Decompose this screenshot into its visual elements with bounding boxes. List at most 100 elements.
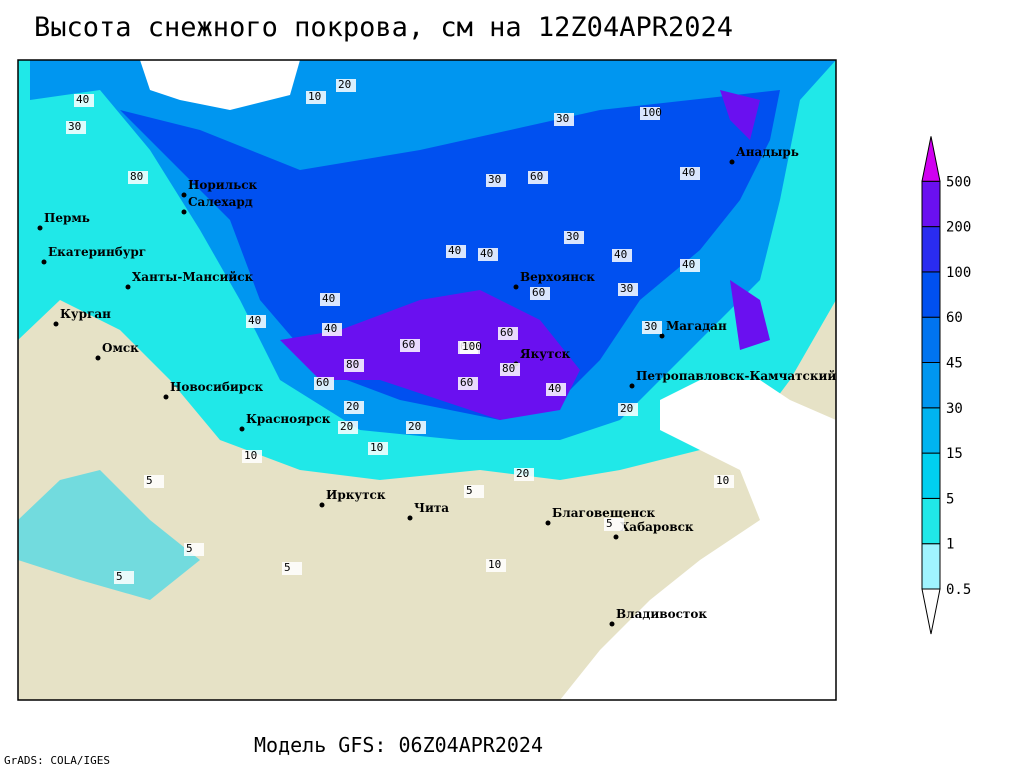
city-label: Пермь xyxy=(44,211,90,225)
contour-label-bg xyxy=(446,245,466,258)
contour-label-bg xyxy=(242,450,262,463)
contour-label-bg xyxy=(464,485,484,498)
contour-label: 10 xyxy=(308,90,321,103)
contour-label-bg xyxy=(564,231,584,244)
contour-label-bg xyxy=(680,167,700,180)
colorbar-box xyxy=(921,226,941,273)
colorbar-label: 5 xyxy=(946,491,954,507)
contour-label: 60 xyxy=(532,286,545,299)
colorbar-box xyxy=(921,271,941,318)
contour-label: 40 xyxy=(322,292,335,305)
city-dot xyxy=(125,284,131,290)
city-label: Омск xyxy=(102,341,139,355)
ocean xyxy=(560,380,836,700)
colorbar-label: 100 xyxy=(946,265,971,281)
city-dot xyxy=(163,394,169,400)
contour-label-bg xyxy=(400,339,420,352)
contour-label: 20 xyxy=(516,467,529,480)
contour-label-bg xyxy=(336,79,356,92)
city-label: Иркутск xyxy=(326,488,386,502)
colorbar-label: 30 xyxy=(946,401,963,417)
colorbar-label: 45 xyxy=(946,356,963,372)
contour-label: 40 xyxy=(480,247,493,260)
contour-label: 20 xyxy=(408,420,421,433)
colorbar-label: 200 xyxy=(946,220,971,236)
city-label: Верхоянск xyxy=(520,270,595,284)
contour-label-bg xyxy=(74,94,94,107)
contour-label: 5 xyxy=(466,484,473,497)
city-label: Хабаровск xyxy=(620,520,694,534)
colorbar-arrow-high xyxy=(921,136,941,182)
contour-label: 30 xyxy=(620,282,633,295)
contour-label-bg xyxy=(486,559,506,572)
city-label: Екатеринбург xyxy=(48,245,146,259)
colorbar-box xyxy=(921,362,941,409)
colorbar-box xyxy=(921,452,941,499)
map xyxy=(17,59,837,701)
contour-label: 30 xyxy=(488,173,501,186)
city-dot xyxy=(181,192,187,198)
contour-label: 20 xyxy=(620,402,633,415)
contour-label-bg xyxy=(458,377,478,390)
colorbar-box xyxy=(921,316,941,364)
contour-label-bg xyxy=(714,475,734,488)
contour-label: 40 xyxy=(682,166,695,179)
contour-label-bg xyxy=(406,421,426,434)
contour-label: 40 xyxy=(448,244,461,257)
contour-label: 60 xyxy=(402,338,415,351)
snow-deepest xyxy=(280,290,580,420)
contour-label: 20 xyxy=(346,400,359,413)
contour-label: 30 xyxy=(566,230,579,243)
city-dot xyxy=(95,355,101,361)
colorbar-arrow-low xyxy=(921,588,941,635)
city-label: Владивосток xyxy=(616,607,707,621)
contour-label-bg xyxy=(460,341,480,354)
city-dot xyxy=(729,159,735,165)
city-dot xyxy=(239,426,245,432)
colorbar-label: 15 xyxy=(946,446,963,462)
city-dot xyxy=(513,284,519,290)
contour-label-bg xyxy=(114,571,134,584)
city-dot xyxy=(545,520,551,526)
contour-label-bg xyxy=(478,248,498,261)
city-label: Красноярск xyxy=(246,412,331,426)
contour-label-bg xyxy=(500,363,520,376)
contour-label: 40 xyxy=(76,93,89,106)
contour-label-bg xyxy=(320,293,340,306)
labels: Пермь Екатеринбург Ханты-Мансийск Курган Омс… xyxy=(37,78,836,627)
contour-label: 10 xyxy=(488,558,501,571)
city-dot xyxy=(37,225,43,231)
contour-label-bg xyxy=(514,468,534,481)
colorbar-box xyxy=(921,497,941,545)
city-label: Норильск xyxy=(188,178,258,192)
contour-label: 40 xyxy=(614,248,627,261)
map-frame xyxy=(17,59,837,701)
contour-label: 20 xyxy=(340,420,353,433)
contour-label: 10 xyxy=(370,441,383,454)
contour-label-bg xyxy=(612,249,632,262)
city-label: Якутск xyxy=(520,347,571,361)
city-label: Ханты-Мансийск xyxy=(132,270,254,284)
contour-label-bg xyxy=(486,174,506,187)
contour-label-bg xyxy=(618,283,638,296)
contour-label-bg xyxy=(618,403,638,416)
contour-label-bg xyxy=(66,121,86,134)
contour-label-bg xyxy=(314,377,334,390)
contour-label: 30 xyxy=(644,320,657,333)
contour-label: 80 xyxy=(502,362,515,375)
contour-label: 30 xyxy=(556,112,569,125)
sea xyxy=(140,60,300,110)
contour-label-bg xyxy=(528,171,548,184)
contour-label-bg xyxy=(680,259,700,272)
city-dot xyxy=(629,383,635,389)
colorbar-label: 0.5 xyxy=(946,582,971,598)
credit: GrADS: COLA/IGES xyxy=(4,754,110,767)
contour-label-bg xyxy=(184,543,204,556)
contour-label: 60 xyxy=(460,376,473,389)
city-dot xyxy=(613,534,619,540)
colorbar-box xyxy=(921,180,941,228)
colorbar-box xyxy=(921,407,941,454)
contour-label-bg xyxy=(128,171,148,184)
footer: Модель GFS: 06Z04APR2024 xyxy=(254,733,543,757)
